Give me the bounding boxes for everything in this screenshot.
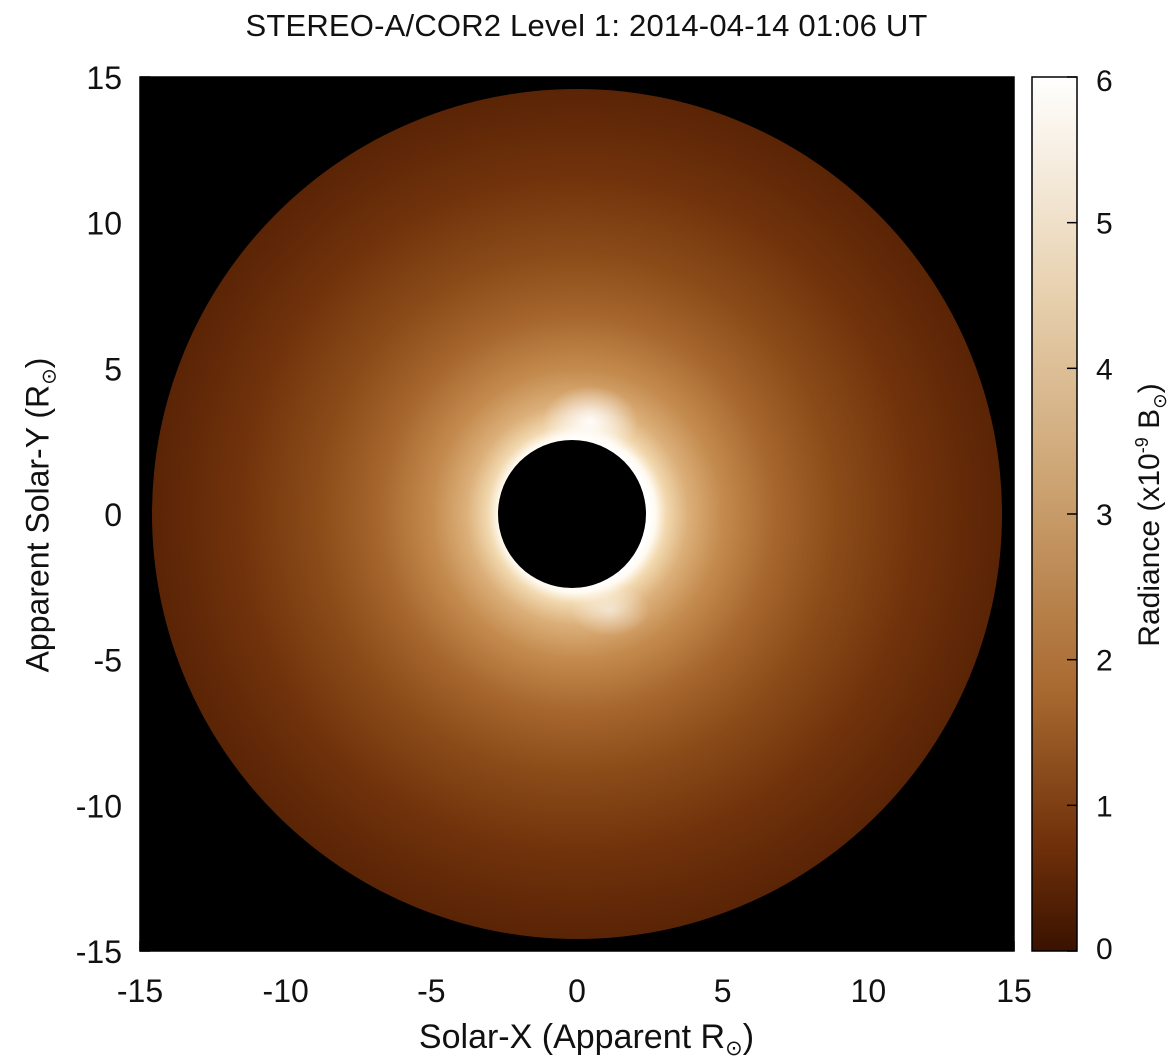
colorbar-tick-label: 0 <box>1096 933 1113 966</box>
x-tick-label: 0 <box>568 973 586 1009</box>
colorbar-axis: 0 1 2 3 4 5 6 <box>1067 65 1113 966</box>
y-tick-label: -15 <box>76 934 122 970</box>
chart-title: STEREO-A/COR2 Level 1: 2014-04-14 01:06 … <box>245 8 928 43</box>
y-tick-label: 5 <box>104 351 122 387</box>
x-tick-label: -10 <box>263 973 309 1009</box>
colorbar-tick-label: 5 <box>1096 208 1113 241</box>
y-axis-label: Apparent Solar-Y (R⊙) <box>19 357 61 673</box>
colorbar-tick-label: 6 <box>1096 65 1113 98</box>
colorbar-tick-label: 1 <box>1096 790 1113 823</box>
x-tick-label: 15 <box>996 973 1032 1009</box>
x-tick-label: -15 <box>117 973 163 1009</box>
coronal-streamer <box>542 386 638 458</box>
colorbar-label: Radiance (x10-9 B⊙) <box>1132 383 1170 647</box>
y-tick-label: 15 <box>86 60 122 96</box>
occulter-disk <box>498 440 646 588</box>
x-tick-label: -5 <box>417 973 445 1009</box>
y-tick-label: 0 <box>104 497 122 533</box>
x-axis: -15 -10 -5 0 5 10 15 <box>117 941 1032 1009</box>
y-tick-label: 10 <box>86 206 122 242</box>
colorbar-tick-label: 2 <box>1096 645 1113 678</box>
colorbar-tick-label: 3 <box>1096 499 1113 532</box>
colorbar-tick-label: 4 <box>1096 353 1113 386</box>
y-axis: -15 -10 -5 0 5 10 15 <box>76 60 150 970</box>
y-tick-label: -5 <box>94 643 122 679</box>
y-tick-label: -10 <box>76 788 122 824</box>
coronal-streamer <box>570 584 650 636</box>
x-tick-label: 10 <box>851 973 887 1009</box>
x-tick-label: 5 <box>714 973 732 1009</box>
x-axis-label: Solar-X (Apparent R⊙) <box>418 1018 755 1061</box>
